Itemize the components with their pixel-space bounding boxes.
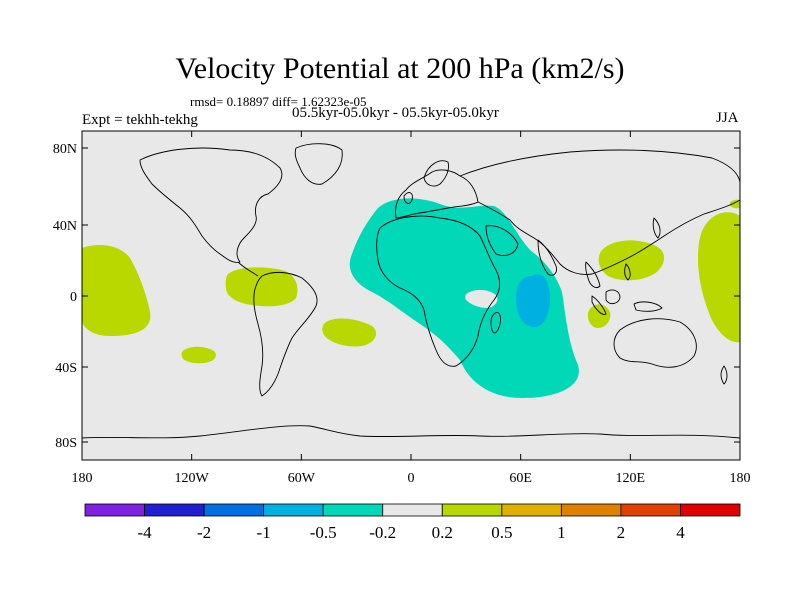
colorbar-label: 4 <box>676 523 685 542</box>
lon-tick-label: 180 <box>730 471 751 486</box>
colorbar-swatch <box>501 503 562 517</box>
coastline-borneo <box>605 289 621 305</box>
lat-tick-label: 40N <box>53 219 77 234</box>
east-africa-neutral-hole <box>465 289 498 308</box>
coastline-north-america <box>139 147 283 263</box>
lon-tick-label: 60W <box>288 471 316 486</box>
coastline-europe <box>395 169 479 219</box>
coastline-central-america <box>237 261 259 277</box>
plot-title: Velocity Potential at 200 hPa (km2/s) <box>175 52 625 85</box>
colorbar-swatch <box>322 503 384 517</box>
season-label: JJA <box>716 110 739 126</box>
dateline-positive <box>698 212 740 343</box>
lat-tick-label: 40S <box>55 361 77 376</box>
coastline-british-isles <box>403 192 413 204</box>
coastline-africa <box>376 215 501 367</box>
colorbar: -4 -2 -1 -0.5 -0.2 0.2 0.5 1 2 4 <box>84 503 741 542</box>
colorbar-label: -4 <box>137 523 152 542</box>
contour-fills <box>82 143 740 439</box>
lat-tick-label: 0 <box>70 290 77 305</box>
lon-tick-label: 120W <box>175 471 210 486</box>
colorbar-swatch <box>441 503 503 517</box>
lat-tick-label: 80S <box>55 436 77 451</box>
colorbar-swatch <box>680 503 741 517</box>
colorbar-label: 0.2 <box>432 523 453 542</box>
lat-tick-label: 80N <box>53 142 77 157</box>
coastline-new-guinea <box>633 301 663 312</box>
colorbar-swatch <box>560 503 622 517</box>
colorbar-label: 0.5 <box>491 523 512 542</box>
experiment-label: Expt = tekhh-tekhg <box>82 112 198 128</box>
coastline-indochina <box>585 261 601 289</box>
coastline-asia <box>459 149 740 275</box>
colorbar-swatch <box>263 503 324 517</box>
colorbar-label: 1 <box>557 523 566 542</box>
lon-tick-label: 180 <box>72 471 93 486</box>
indian-ocean-core-negative <box>516 274 550 327</box>
south-pacific-positive <box>181 346 216 364</box>
colorbar-swatch <box>620 503 681 517</box>
colorbar-label: 2 <box>617 523 626 542</box>
coastline-philippines <box>624 263 631 281</box>
lon-tick-label: 0 <box>408 471 415 486</box>
south-atlantic-positive <box>322 318 377 347</box>
coastline-australia <box>613 318 697 368</box>
colorbar-swatch <box>144 503 205 517</box>
coastline-scandinavia <box>423 160 449 187</box>
colorbar-label: -1 <box>257 523 271 542</box>
coastline-antarctica <box>82 425 740 439</box>
axis-ticks: 180 120W 60W 0 60E 120E 180 80N 40N 0 40S 80S <box>53 131 751 486</box>
coastline-south-america <box>253 271 318 397</box>
coastline-arabia <box>485 225 519 256</box>
lon-tick-label: 120E <box>616 471 646 486</box>
coastline-greenland <box>294 143 343 185</box>
colorbar-swatch <box>203 503 265 517</box>
lon-tick-label: 60E <box>509 471 532 486</box>
coastline-new-zealand <box>720 365 728 385</box>
colorbar-label: -0.5 <box>310 523 337 542</box>
colorbar-swatch <box>84 503 145 517</box>
colorbar-swatch <box>382 503 443 517</box>
coastline-japan <box>652 217 661 239</box>
central-pacific-positive <box>82 245 151 336</box>
africa-indian-ocean-negative <box>349 198 579 398</box>
period-subtitle: 05.5kyr-05.0kyr - 05.5kyr-05.0kyr <box>292 105 499 121</box>
colorbar-label: -2 <box>197 523 211 542</box>
rmsd-diff-stats: rmsd= 0.18897 diff= 1.62323e-05 <box>190 94 367 109</box>
coastline-madagascar <box>490 312 501 334</box>
coastline-india <box>537 239 557 276</box>
western-pacific-positive <box>598 240 665 281</box>
coastline-sumatra <box>591 295 607 315</box>
colorbar-label: -0.2 <box>369 523 396 542</box>
northern-south-america-positive <box>225 267 298 307</box>
coastlines <box>82 143 740 439</box>
